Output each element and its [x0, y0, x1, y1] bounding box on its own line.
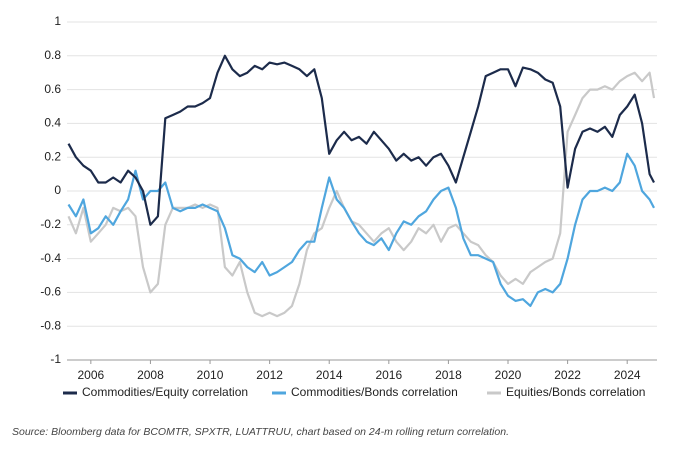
x-tick-label: 2024	[614, 368, 641, 382]
x-tick-label: 2010	[197, 368, 224, 382]
y-tick-label: 0.2	[44, 149, 61, 163]
x-tick-label: 2012	[256, 368, 283, 382]
x-tick-label: 2014	[316, 368, 343, 382]
y-tick-label: -0.6	[40, 285, 61, 299]
y-tick-label: -0.2	[40, 217, 61, 231]
y-tick-label: 1	[54, 14, 61, 28]
y-tick-label: 0.4	[44, 116, 61, 130]
y-tick-label: -1	[50, 352, 61, 366]
y-tick-label: -0.8	[40, 318, 61, 332]
y-tick-label: 0.8	[44, 48, 61, 62]
y-tick-label: 0.6	[44, 82, 61, 96]
y-tick-label: -0.4	[40, 251, 61, 265]
x-tick-label: 2018	[435, 368, 462, 382]
x-tick-label: 2022	[554, 368, 581, 382]
series-line	[67, 152, 655, 307]
x-tick-label: 2008	[137, 368, 164, 382]
source-note: Source: Bloomberg data for BCOMTR, SPXTR…	[12, 426, 509, 438]
x-tick-label: 2020	[495, 368, 522, 382]
legend-label: Equities/Bonds correlation	[506, 385, 645, 399]
series-line	[67, 54, 655, 226]
series-line	[67, 71, 656, 318]
legend-label: Commodities/Bonds correlation	[291, 385, 458, 399]
x-tick-label: 2006	[77, 368, 104, 382]
legend-label: Commodities/Equity correlation	[82, 385, 248, 399]
y-tick-label: 0	[54, 183, 61, 197]
x-tick-label: 2016	[375, 368, 402, 382]
